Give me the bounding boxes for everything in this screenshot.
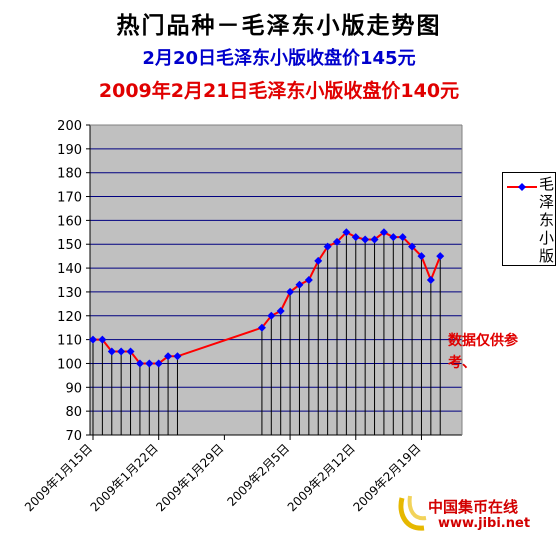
y-tick-label: 70 (65, 429, 82, 444)
data-point (351, 233, 360, 242)
data-point (389, 233, 398, 242)
watermark-site-name: 中国集币在线 (428, 498, 519, 516)
data-point (126, 347, 135, 356)
data-point (323, 242, 332, 251)
data-point (145, 359, 154, 368)
data-point (379, 228, 388, 237)
y-tick-label: 200 (57, 119, 82, 134)
x-tick-label: 2009年1月29日 (153, 441, 226, 514)
x-tick-label: 2009年1月15日 (22, 441, 95, 514)
y-tick-label: 170 (57, 191, 82, 206)
y-tick-label: 140 (57, 262, 82, 277)
y-tick-label: 110 (57, 334, 82, 349)
data-point (398, 233, 407, 242)
y-tick-label: 150 (57, 238, 82, 253)
data-point (173, 352, 182, 361)
data-point (257, 323, 266, 332)
data-point (304, 276, 313, 284)
data-point (370, 235, 379, 244)
data-point (98, 335, 107, 344)
price-line-feb20: 2月20日毛泽东小版收盘价145元 (142, 48, 416, 69)
data-point (295, 280, 304, 289)
chart-legend: 毛泽东小版 (502, 172, 556, 266)
jibi-logo-icon (398, 495, 427, 531)
x-tick-label: 2009年2月5日 (224, 441, 292, 509)
y-tick-label: 80 (65, 405, 82, 420)
data-point (342, 228, 351, 237)
data-point (408, 242, 417, 251)
data-point (333, 237, 341, 246)
legend-line-marker-icon (507, 183, 537, 191)
watermark-url: www.jibi.net (438, 516, 531, 531)
data-point (154, 359, 163, 368)
data-point (135, 359, 144, 368)
data-point (117, 347, 126, 356)
data-point (267, 311, 276, 320)
data-point (361, 235, 370, 244)
plot-area (90, 125, 462, 435)
data-point (314, 256, 323, 265)
y-tick-label: 90 (65, 381, 82, 396)
data-point (426, 276, 435, 284)
y-tick-label: 100 (57, 357, 82, 372)
y-tick-label: 190 (57, 143, 82, 158)
y-tick-label: 160 (57, 214, 82, 229)
y-tick-label: 130 (57, 286, 82, 301)
data-point (417, 252, 426, 261)
y-tick-label: 120 (57, 310, 82, 325)
price-line-feb21: 2009年2月21日毛泽东小版收盘价140元 (98, 80, 460, 102)
chart-title: 热门品种－毛泽东小版走势图 (116, 13, 442, 39)
data-point (107, 347, 116, 356)
x-tick-label: 2009年2月12日 (285, 441, 358, 514)
y-tick-label: 180 (57, 167, 82, 182)
disclaimer-note: 数据仅供参考、 (448, 333, 518, 371)
data-point (436, 252, 445, 261)
data-point (276, 307, 285, 315)
data-point (286, 287, 295, 296)
legend-series-name: 毛泽东小版 (539, 175, 555, 265)
data-point (89, 335, 97, 344)
data-point (164, 352, 173, 361)
x-tick-label: 2009年1月22日 (88, 441, 161, 514)
